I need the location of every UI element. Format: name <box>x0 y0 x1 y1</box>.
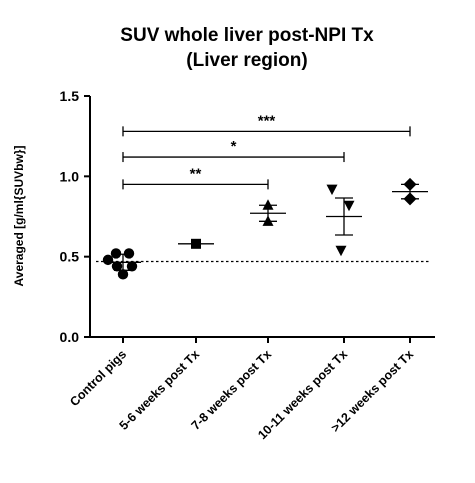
sig-label: ** <box>190 165 202 182</box>
data-point <box>117 269 129 280</box>
y-tick-label: 0.0 <box>60 329 80 345</box>
data-point <box>102 254 114 266</box>
data-point <box>343 200 355 212</box>
data-point <box>123 248 135 259</box>
x-category-label: 7-8 weeks post Tx <box>189 347 275 433</box>
sig-label: *** <box>258 112 276 129</box>
x-category-label: Control pigs <box>67 347 129 409</box>
y-tick-label: 1.0 <box>60 168 80 184</box>
data-point <box>403 192 417 206</box>
chart-subtitle: (Liver region) <box>186 50 307 71</box>
data-point <box>335 245 347 257</box>
y-tick-label: 0.5 <box>60 249 80 265</box>
chart-title: SUV whole liver post-NPI Tx <box>120 25 374 46</box>
data-point <box>110 248 122 259</box>
data-point <box>262 199 274 210</box>
sig-label: * <box>231 138 237 155</box>
data-point <box>262 215 274 226</box>
data-point <box>126 261 138 272</box>
x-category-label: 5-6 weeks post Tx <box>117 347 203 433</box>
data-point <box>326 184 338 196</box>
data-point <box>191 238 201 249</box>
y-tick-label: 1.5 <box>60 88 80 104</box>
y-axis-label: Averaged [g/ml{SUVbw}] <box>12 146 26 287</box>
data-point <box>111 261 123 272</box>
data-point <box>403 177 417 191</box>
